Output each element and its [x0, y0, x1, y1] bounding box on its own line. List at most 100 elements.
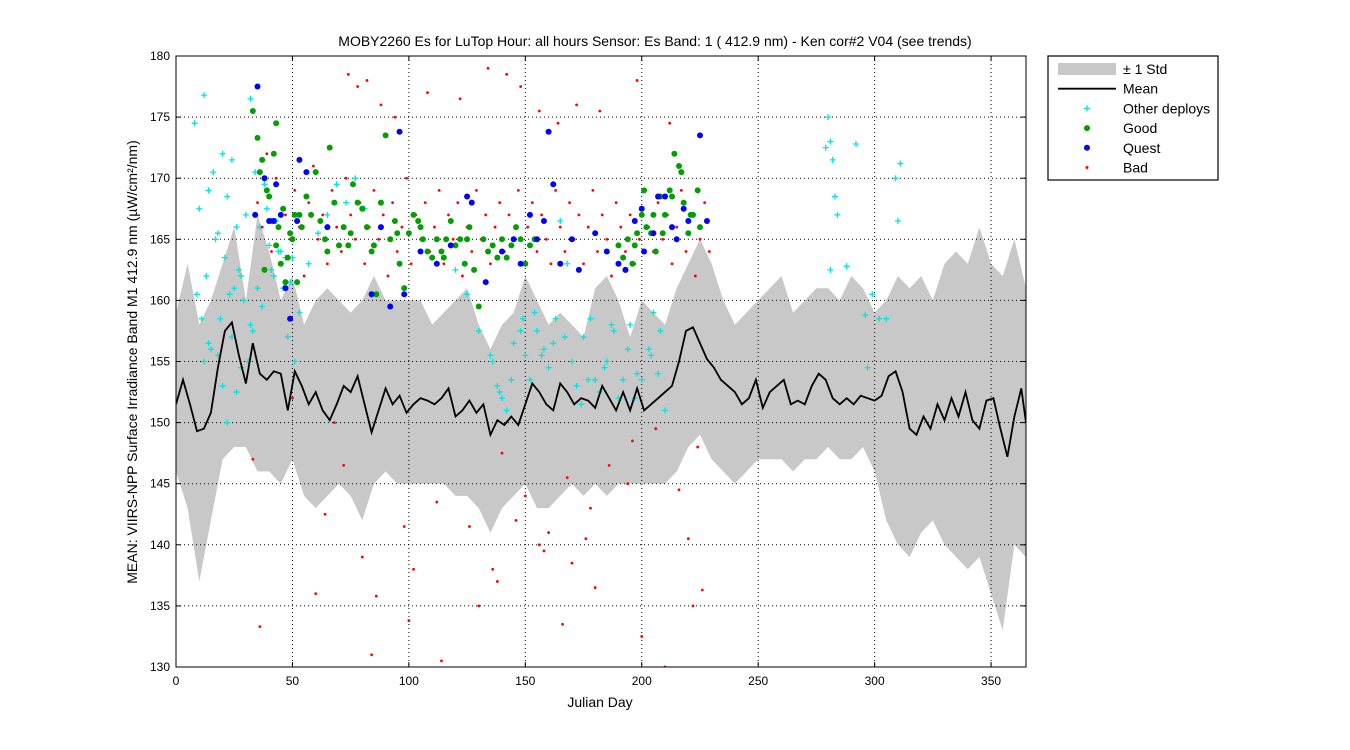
good-point: [277, 260, 284, 267]
bad-point: [488, 262, 492, 266]
other-deploys-point: [545, 364, 552, 371]
quest-point: [533, 236, 540, 243]
quest-point: [261, 175, 268, 182]
bad-point: [654, 427, 658, 431]
good-point: [347, 230, 354, 237]
other-deploys-point: [499, 395, 506, 402]
y-tick-label: 155: [150, 355, 170, 369]
other-deploys-point: [538, 352, 545, 359]
bad-point: [437, 189, 441, 192]
bad-point: [565, 476, 569, 479]
good-point: [322, 236, 329, 243]
other-deploys-point: [827, 138, 834, 145]
good-point: [261, 266, 268, 273]
mean-line: [176, 320, 1026, 458]
good-point: [291, 211, 298, 218]
other-deploys-point: [522, 352, 529, 359]
bad-point: [556, 121, 560, 125]
good-point: [336, 242, 343, 249]
bad-point: [353, 237, 357, 241]
good-point: [370, 242, 377, 249]
good-point: [466, 224, 473, 231]
good-point: [696, 224, 703, 231]
other-deploys-point: [333, 181, 340, 188]
other-deploys-point: [214, 230, 221, 237]
bad-point: [586, 225, 590, 229]
good-point: [377, 199, 384, 206]
other-deploys-point: [233, 389, 240, 396]
other-deploys-point: [573, 382, 580, 389]
good-point: [494, 254, 501, 261]
other-deploys-point: [205, 340, 212, 347]
bad-point: [379, 103, 383, 107]
good-point: [282, 279, 289, 286]
bad-point: [540, 213, 544, 217]
bad-point: [554, 189, 557, 192]
good-point: [259, 156, 266, 163]
other-deploys-point: [224, 193, 231, 200]
other-deploys-point: [464, 291, 471, 298]
good-point: [294, 279, 301, 286]
bad-point: [537, 543, 541, 547]
quest-point: [696, 132, 703, 139]
bad-point: [493, 225, 497, 229]
good-point: [624, 236, 631, 243]
bad-point: [619, 225, 623, 229]
bad-point: [393, 115, 397, 119]
bad-point: [677, 488, 681, 492]
bad-point: [484, 213, 488, 217]
x-tick-label: 50: [286, 674, 300, 688]
good-point: [270, 150, 277, 157]
x-axis-label: Julian Day: [567, 694, 632, 710]
other-deploys-point: [296, 309, 303, 316]
good-point: [273, 242, 280, 249]
bad-point: [523, 494, 527, 498]
good-point: [331, 199, 338, 206]
other-deploys-point: [892, 175, 899, 182]
bad-point: [433, 225, 436, 229]
bad-point: [365, 79, 369, 82]
bad-point: [500, 451, 504, 455]
other-deploys-point: [212, 236, 219, 243]
good-point: [671, 150, 678, 157]
bad-point: [330, 189, 334, 192]
quest-point: [603, 248, 610, 255]
quest-point: [433, 260, 440, 267]
bad-point: [570, 561, 574, 565]
good-point: [526, 242, 533, 249]
plot-content: [176, 56, 1026, 667]
other-deploys-point: [655, 370, 662, 377]
other-deploys-point: [270, 272, 277, 279]
bad-point: [598, 109, 602, 113]
good-point: [634, 230, 641, 237]
bad-point: [507, 213, 511, 217]
bad-point: [698, 237, 702, 241]
other-deploys-point: [496, 389, 503, 396]
other-deploys-point: [508, 376, 515, 383]
quest-point: [417, 248, 424, 255]
good-point: [345, 242, 352, 249]
other-deploys-point: [869, 291, 876, 298]
axes: 0 50 100 150 200 250 300 350 130 135 140 145 150 155 1…: [150, 49, 1027, 688]
bad-point: [593, 586, 597, 589]
good-point: [629, 260, 636, 267]
quest-point: [615, 260, 622, 267]
quest-point: [638, 205, 645, 212]
quest-point: [482, 279, 489, 286]
other-deploys-point: [578, 401, 585, 408]
quest-point: [254, 83, 261, 90]
bad-point: [577, 213, 581, 217]
bad-point: [505, 72, 509, 76]
bad-point: [339, 250, 343, 253]
bad-point: [270, 250, 273, 253]
bad-point: [575, 103, 578, 107]
quest-point: [568, 236, 575, 243]
good-point: [650, 211, 657, 218]
bad-point: [561, 622, 564, 626]
bad-point: [344, 176, 348, 180]
good-point: [687, 211, 694, 218]
bad-point: [516, 189, 520, 192]
other-deploys-point: [585, 376, 592, 383]
quest-point: [296, 156, 303, 163]
quest-point: [270, 217, 277, 224]
